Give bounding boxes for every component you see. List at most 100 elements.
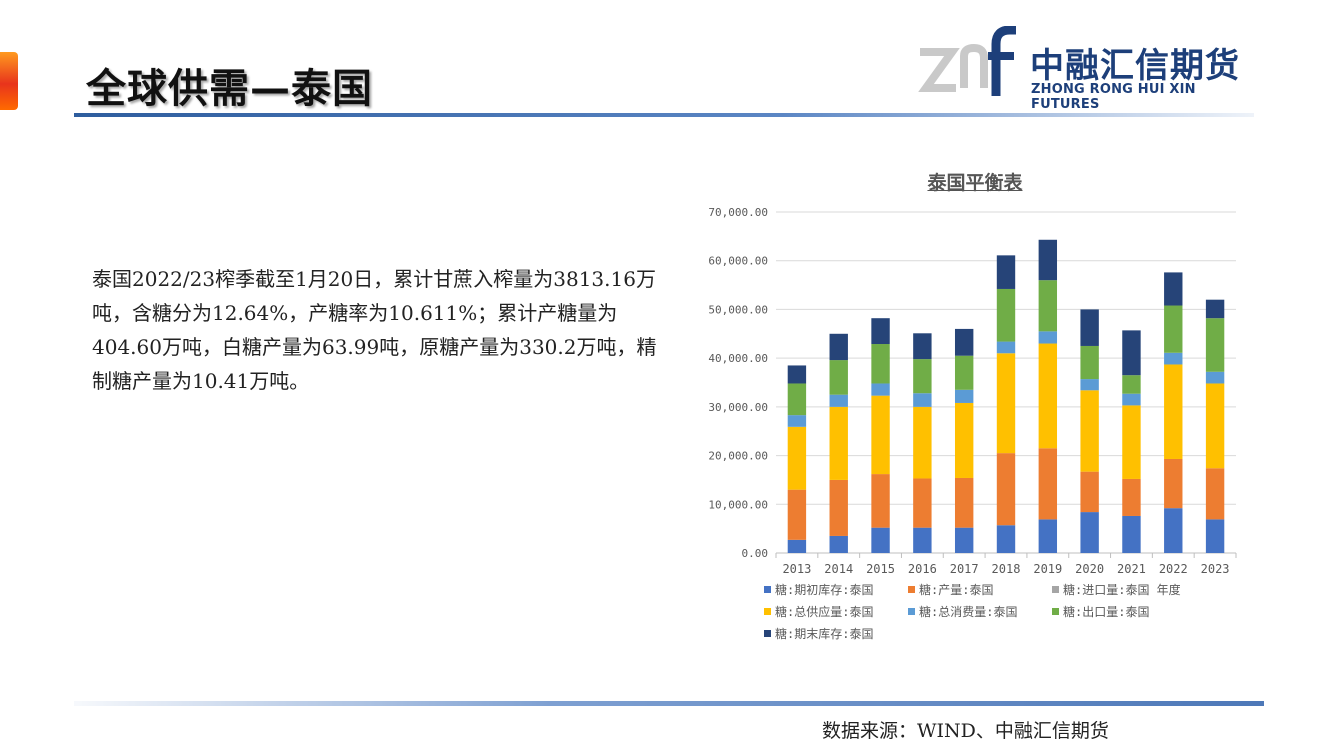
bar-segment [871, 344, 890, 384]
bar-segment [1080, 379, 1099, 391]
bar-segment [954, 402, 974, 478]
bar-segment [871, 527, 890, 553]
x-tick-label: 2017 [950, 562, 979, 576]
data-source-note: 数据来源：WIND、中融汇信期货 [822, 720, 1109, 742]
bar-segment [996, 288, 1016, 342]
bar-segment [1205, 318, 1225, 372]
y-tick-label: 70,000.00 [708, 206, 768, 219]
summary-paragraph: 泰国2022/23榨季截至1月20日，累计甘蔗入榨量为3813.16万吨，含糖分… [92, 267, 657, 393]
legend-label: 糖:出口量:泰国 [1063, 604, 1149, 619]
bar-segment [996, 353, 1016, 454]
legend-label: 糖:期初库存:泰国 [775, 582, 873, 597]
bar-segment [1164, 364, 1183, 459]
bar-segment [1164, 508, 1183, 553]
bar-segment [829, 406, 848, 480]
y-tick-label: 10,000.00 [708, 498, 768, 511]
bar-segment [1080, 345, 1099, 380]
bar-segment [1122, 330, 1141, 376]
title-divider [74, 113, 1254, 117]
bar-segment [1205, 371, 1225, 384]
y-tick-label: 40,000.00 [708, 352, 768, 365]
bar-segment [913, 478, 932, 528]
bar-segment [1038, 239, 1058, 281]
bar-segment [829, 479, 848, 536]
legend-swatch [1052, 586, 1059, 593]
x-tick-label: 2018 [992, 562, 1021, 576]
bar-segment [1122, 515, 1141, 553]
bar-segment [1038, 280, 1058, 332]
x-tick-label: 2020 [1075, 562, 1104, 576]
legend-label: 糖:总消费量:泰国 [919, 604, 1017, 619]
bar-segment [1205, 468, 1225, 520]
x-tick-label: 2014 [824, 562, 853, 576]
company-logo: 中融汇信期货 ZHONG RONG HUI XIN FUTURES [918, 26, 1248, 112]
legend-label: 糖:产量:泰国 [919, 582, 993, 597]
y-tick-label: 30,000.00 [708, 401, 768, 414]
bar-segment [1205, 383, 1225, 469]
stacked-bar-chart: 0.00 10,000.00 20,000.00 30,000.00 40,000.00… [708, 206, 1237, 641]
bar-segment [1205, 519, 1225, 553]
logo-chinese-name: 中融汇信期货 [1030, 46, 1240, 86]
y-tick-label: 50,000.00 [708, 303, 768, 316]
bar-segment [871, 474, 890, 528]
bar-segment [996, 525, 1016, 553]
bar-segment [787, 365, 807, 384]
bar-segment [829, 535, 848, 553]
x-tick-label: 2013 [782, 562, 811, 576]
x-tick-label: 2015 [866, 562, 895, 576]
x-tick-label: 2016 [908, 562, 937, 576]
bar-segment [996, 255, 1016, 289]
y-tick-label: 20,000.00 [708, 450, 768, 463]
bar-segment [996, 341, 1016, 354]
bar-segment [871, 383, 890, 396]
bar-segment [913, 406, 932, 479]
y-tick-label: 60,000.00 [708, 255, 768, 268]
bar-segment [787, 383, 807, 416]
bar-segment [1080, 512, 1099, 553]
bar-segment [787, 426, 807, 490]
legend-swatch [764, 608, 771, 615]
bar-segment [913, 527, 932, 553]
chart-container: 泰国平衡表 0.00 10,000.00 20,000.00 30,000.00 40,… [690, 160, 1260, 660]
bar-segment [1205, 299, 1225, 319]
bar-segment [1122, 375, 1141, 394]
x-tick-label: 2023 [1201, 562, 1230, 576]
bar-segment [1038, 448, 1058, 520]
legend-swatch [908, 586, 915, 593]
bar-segment [913, 393, 932, 407]
bar-segment [1122, 478, 1141, 516]
logo-mark-icon [918, 26, 1016, 96]
bar-segment [954, 389, 974, 403]
bar-segment [787, 489, 807, 540]
accent-bar [0, 52, 18, 110]
bar-segment [1038, 519, 1058, 553]
footer-divider [74, 701, 1264, 706]
bar-segment [1122, 405, 1141, 479]
bar-segment [829, 394, 848, 407]
page-title: 全球供需—泰国 [86, 66, 373, 112]
legend-swatch [908, 608, 915, 615]
y-tick-label: 0.00 [742, 547, 769, 560]
bar-segment [1038, 343, 1058, 449]
bar-segment [871, 318, 890, 345]
logo-english-name: ZHONG RONG HUI XIN FUTURES [1031, 82, 1196, 112]
bar-segment [829, 333, 848, 361]
legend-swatch [764, 586, 771, 593]
x-tick-label: 2019 [1033, 562, 1062, 576]
bar-segment [1122, 393, 1141, 406]
bar-segment [1080, 309, 1099, 346]
bar-segment [1038, 331, 1058, 344]
x-tick-label: 2021 [1117, 562, 1146, 576]
bar-segment [954, 355, 974, 390]
bar-segment [1164, 272, 1183, 306]
bar-segment [913, 359, 932, 394]
legend-swatch [764, 630, 771, 637]
bar-segment [954, 527, 974, 553]
bar-segment [829, 360, 848, 395]
bar-segment [787, 415, 807, 427]
x-tick-label: 2022 [1159, 562, 1188, 576]
legend-label: 糖:期末库存:泰国 [775, 626, 873, 641]
bar-segment [996, 453, 1016, 526]
bar-segment [1164, 458, 1183, 509]
bar-segment [1080, 471, 1099, 513]
